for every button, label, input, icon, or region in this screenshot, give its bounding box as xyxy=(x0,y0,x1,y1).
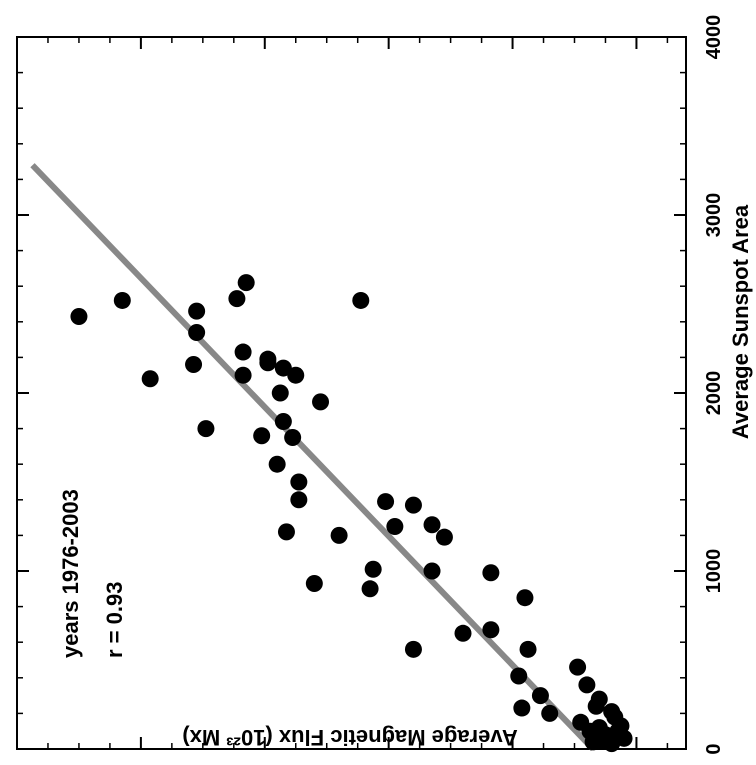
data-point xyxy=(364,560,382,578)
fit-line-layer xyxy=(30,163,596,752)
data-point xyxy=(352,291,370,309)
data-point xyxy=(513,699,531,717)
data-point xyxy=(141,370,159,388)
data-point xyxy=(423,516,441,534)
data-point xyxy=(578,676,596,694)
x-tick-label: 2000 xyxy=(703,371,725,416)
data-point xyxy=(377,493,395,511)
data-point xyxy=(590,724,608,742)
axis-labels: Average Sunspot Area Average Magnetic Fl… xyxy=(58,204,753,750)
data-point xyxy=(197,420,215,438)
data-point xyxy=(482,564,500,582)
data-point xyxy=(274,412,292,430)
data-point xyxy=(404,496,422,514)
x-axis-title: Average Sunspot Area xyxy=(728,204,753,439)
data-point xyxy=(234,343,252,361)
data-point xyxy=(287,366,305,384)
data-point xyxy=(435,528,453,546)
data-point xyxy=(569,658,587,676)
data-point xyxy=(228,290,246,308)
data-point xyxy=(113,291,131,309)
x-tick-label: 4000 xyxy=(703,15,725,60)
data-point xyxy=(541,704,559,722)
data-point xyxy=(423,562,441,580)
data-point xyxy=(312,393,330,411)
data-point xyxy=(268,455,286,473)
data-point xyxy=(404,640,422,658)
data-point xyxy=(274,359,292,377)
data-point xyxy=(271,384,289,402)
data-point xyxy=(290,473,308,491)
data-point xyxy=(531,687,549,705)
data-point xyxy=(253,427,271,445)
annotation-r: r = 0.93 xyxy=(102,582,127,658)
data-point xyxy=(290,491,308,509)
data-points xyxy=(70,274,633,753)
data-point xyxy=(305,574,323,592)
data-point xyxy=(277,523,295,541)
data-point xyxy=(590,690,608,708)
data-point xyxy=(234,366,252,384)
x-tick-label: 3000 xyxy=(703,193,725,238)
data-point xyxy=(361,580,379,598)
y-axis-title: Average Magnetic Flux (10²³ Mx) xyxy=(182,725,517,750)
data-point xyxy=(188,302,206,320)
data-point xyxy=(516,589,534,607)
annotation-years: years 1976-2003 xyxy=(58,489,83,658)
axis-ticks: 0100020003000400012108642 xyxy=(6,15,725,765)
data-point xyxy=(237,274,255,292)
data-point xyxy=(386,518,404,535)
data-point xyxy=(510,667,528,685)
data-point xyxy=(482,621,500,639)
data-point xyxy=(454,624,472,642)
data-point xyxy=(259,350,277,368)
fit-line xyxy=(30,163,596,752)
x-tick-label: 1000 xyxy=(703,549,725,594)
data-point xyxy=(185,356,203,374)
data-point xyxy=(519,640,537,658)
data-point xyxy=(603,735,621,753)
x-tick-label: 0 xyxy=(703,743,725,754)
data-point xyxy=(188,323,206,341)
data-point xyxy=(330,526,348,544)
data-point xyxy=(70,307,88,325)
data-point xyxy=(284,429,302,446)
